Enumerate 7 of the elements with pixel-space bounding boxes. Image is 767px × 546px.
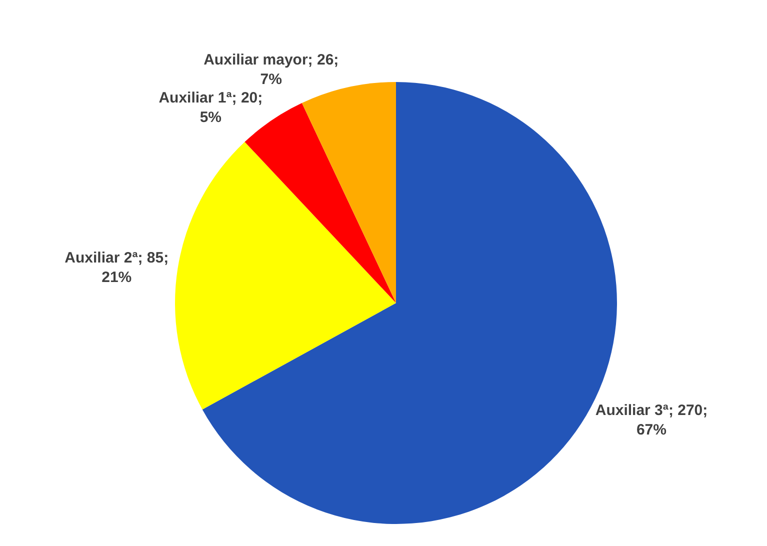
pie-slice	[302, 82, 396, 303]
slice-label: Auxiliar 2ª; 85; 21%	[64, 250, 169, 286]
pie-slice	[175, 142, 396, 410]
slice-label: Auxiliar 3ª; 270; 67%	[595, 402, 708, 438]
pie-slice	[244, 103, 396, 303]
slice-label: Auxiliar mayor; 26; 7%	[204, 52, 339, 88]
slice-label: Auxiliar 1ª; 20; 5%	[158, 89, 263, 126]
